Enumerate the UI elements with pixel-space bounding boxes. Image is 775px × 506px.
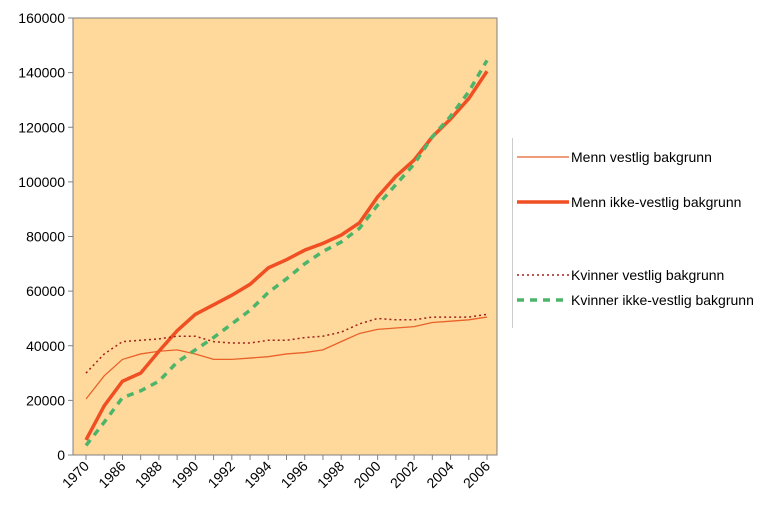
- legend-swatch: [517, 156, 569, 158]
- legend-swatch: [517, 274, 569, 276]
- x-tick-label: 1994: [241, 458, 274, 491]
- x-tick-label: 2004: [423, 458, 456, 491]
- y-tick-label: 160000: [18, 10, 65, 26]
- x-tick-label: 1986: [95, 458, 128, 491]
- y-tick-label: 0: [57, 447, 65, 463]
- x-tick-label: 2006: [460, 458, 493, 491]
- series-line: [84, 70, 489, 441]
- legend-swatch: [517, 298, 569, 302]
- legend-label: Kvinner ikke-vestlig bakgrunn: [571, 292, 754, 308]
- legend-item: Menn ikke-vestlig bakgrunn: [513, 193, 761, 211]
- legend-label: Kvinner vestlig bakgrunn: [571, 267, 725, 283]
- x-tick-label: 1990: [168, 458, 201, 491]
- legend-item: Menn vestlig bakgrunn: [513, 148, 761, 166]
- y-tick-label: 80000: [26, 229, 65, 245]
- y-tick-label: 40000: [26, 338, 65, 354]
- x-tick-label: 1996: [278, 458, 311, 491]
- x-tick-label: 1988: [132, 458, 165, 491]
- x-tick-label: 2000: [350, 458, 383, 491]
- legend-item: Kvinner ikke-vestlig bakgrunn: [513, 291, 761, 309]
- series-line: [84, 59, 489, 447]
- plot-area: [72, 17, 498, 456]
- x-tick-label: 1992: [205, 458, 238, 491]
- x-tick-label: 2002: [387, 458, 420, 491]
- legend-label: Menn vestlig bakgrunn: [571, 149, 712, 165]
- legend-item: Kvinner vestlig bakgrunn: [513, 266, 761, 284]
- legend-swatch: [517, 200, 569, 204]
- series-line: [85, 316, 488, 400]
- series-line: [85, 313, 488, 374]
- legend: Menn vestlig bakgrunn Menn ikke-vestlig b…: [512, 138, 775, 328]
- y-tick-label: 140000: [18, 65, 65, 81]
- x-tick-label: 1998: [314, 458, 347, 491]
- y-tick-label: 20000: [26, 392, 65, 408]
- y-tick-label: 60000: [26, 283, 65, 299]
- y-tick-label: 120000: [18, 119, 65, 135]
- legend-label: Menn ikke-vestlig bakgrunn: [571, 194, 742, 210]
- y-tick-label: 100000: [18, 174, 65, 190]
